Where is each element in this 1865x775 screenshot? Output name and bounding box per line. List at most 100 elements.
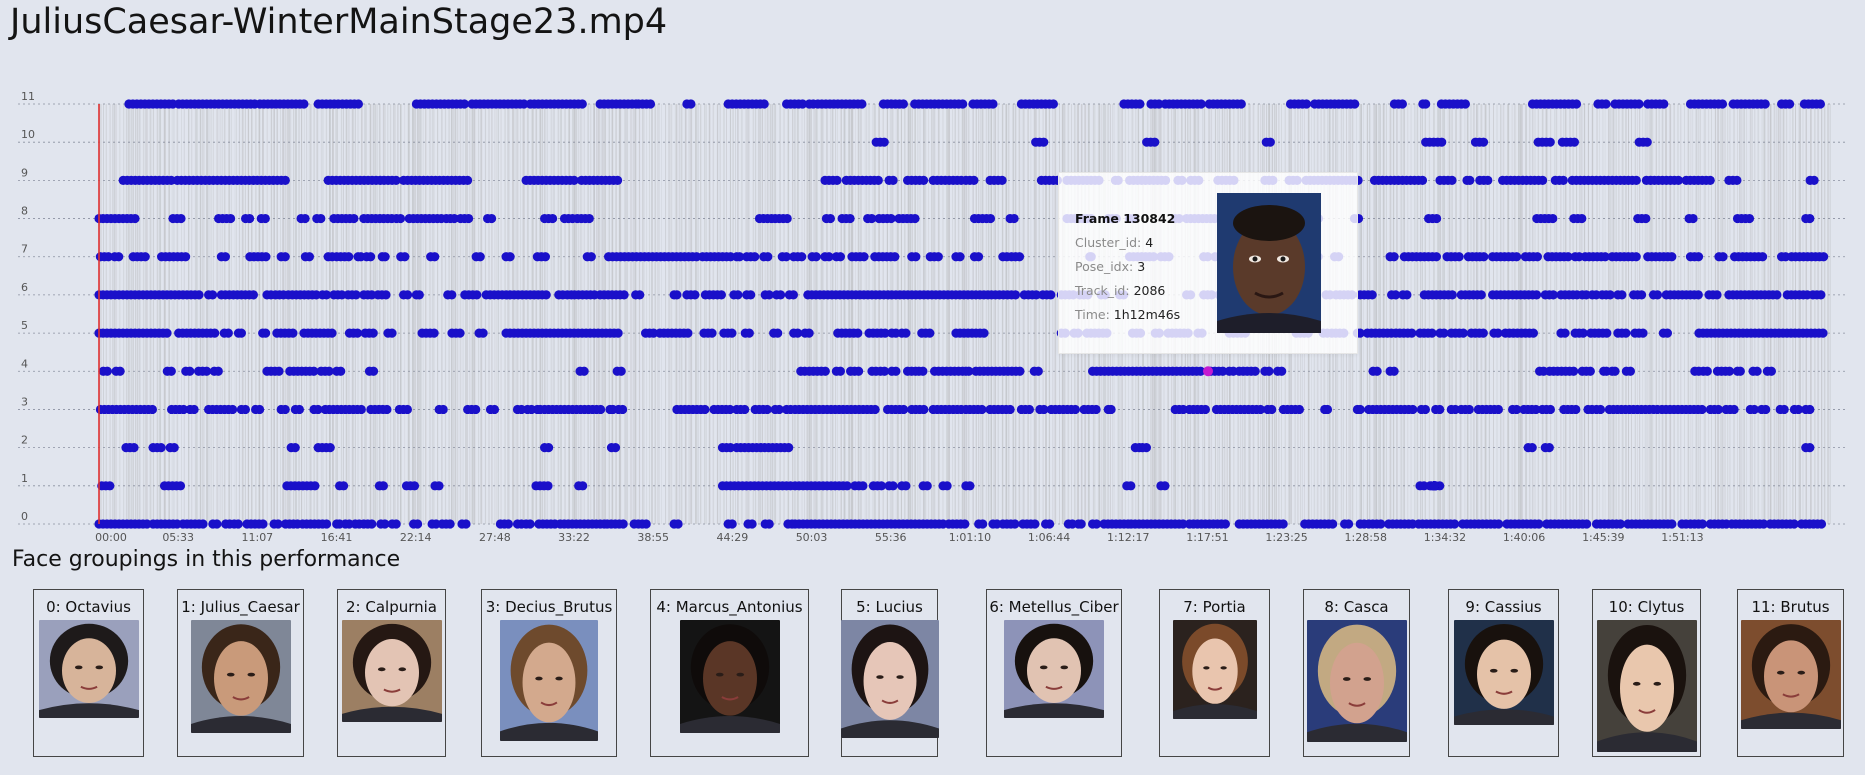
- face-point[interactable]: [288, 328, 298, 338]
- face-point[interactable]: [586, 252, 596, 262]
- face-point[interactable]: [280, 404, 290, 415]
- face-point[interactable]: [1712, 290, 1722, 300]
- face-point[interactable]: [1642, 137, 1652, 147]
- face-point[interactable]: [162, 328, 172, 338]
- face-point[interactable]: [220, 252, 230, 262]
- face-point[interactable]: [1294, 404, 1304, 415]
- face-point[interactable]: [402, 404, 412, 415]
- face-point[interactable]: [798, 99, 808, 109]
- face-point[interactable]: [310, 481, 320, 491]
- face-point[interactable]: [596, 404, 606, 415]
- face-point[interactable]: [804, 328, 814, 338]
- face-point[interactable]: [1793, 404, 1803, 415]
- face-point[interactable]: [880, 328, 890, 338]
- face-point[interactable]: [1809, 175, 1819, 185]
- face-point[interactable]: [472, 290, 482, 300]
- face-point[interactable]: [1749, 404, 1759, 415]
- face-point[interactable]: [1141, 443, 1151, 453]
- face-point[interactable]: [788, 290, 799, 300]
- face-point[interactable]: [1031, 290, 1041, 300]
- face-point[interactable]: [540, 252, 551, 262]
- face-card[interactable]: 1: Julius_Caesar: [177, 589, 304, 757]
- face-point[interactable]: [300, 213, 310, 224]
- face-point[interactable]: [400, 252, 410, 262]
- face-point[interactable]: [879, 137, 889, 147]
- face-point[interactable]: [958, 99, 968, 109]
- face-point[interactable]: [198, 519, 208, 529]
- face-point[interactable]: [236, 328, 246, 338]
- face-point[interactable]: [1779, 404, 1789, 415]
- face-point[interactable]: [1528, 328, 1538, 338]
- face-point[interactable]: [1328, 519, 1338, 529]
- face-point[interactable]: [784, 443, 794, 453]
- face-point[interactable]: [1752, 366, 1762, 376]
- face-point[interactable]: [1267, 404, 1277, 415]
- face-point[interactable]: [368, 366, 379, 376]
- face-point[interactable]: [447, 290, 457, 300]
- face-point[interactable]: [233, 519, 243, 529]
- face-point[interactable]: [707, 328, 717, 338]
- face-point[interactable]: [1631, 252, 1641, 262]
- face-point[interactable]: [1014, 252, 1025, 262]
- face-point[interactable]: [811, 252, 821, 262]
- face-point[interactable]: [228, 404, 238, 415]
- face-point[interactable]: [409, 481, 420, 491]
- face-point[interactable]: [1634, 99, 1644, 109]
- face-card[interactable]: 2: Calpurnia: [337, 589, 446, 757]
- face-point[interactable]: [985, 213, 996, 224]
- face-point[interactable]: [835, 366, 846, 376]
- face-point[interactable]: [1652, 290, 1663, 300]
- face-point[interactable]: [925, 328, 935, 338]
- face-point[interactable]: [1760, 99, 1770, 109]
- face-point[interactable]: [1772, 290, 1782, 300]
- face-point[interactable]: [434, 481, 444, 491]
- face-point[interactable]: [641, 519, 651, 529]
- face-point[interactable]: [475, 252, 485, 262]
- face-point[interactable]: [1637, 290, 1647, 300]
- face-point[interactable]: [489, 404, 500, 415]
- face-point[interactable]: [387, 328, 397, 338]
- face-point[interactable]: [430, 252, 440, 262]
- face-point[interactable]: [280, 175, 290, 185]
- face-point[interactable]: [1717, 99, 1728, 109]
- face-point[interactable]: [1024, 404, 1034, 415]
- face-point[interactable]: [1367, 290, 1377, 300]
- face-point[interactable]: [1431, 252, 1441, 262]
- face-point[interactable]: [978, 519, 988, 529]
- face-point[interactable]: [210, 328, 220, 338]
- face-point[interactable]: [1372, 366, 1382, 376]
- face-point[interactable]: [910, 213, 920, 224]
- face-point[interactable]: [1277, 366, 1287, 376]
- face-point[interactable]: [1322, 404, 1333, 415]
- face-point[interactable]: [1600, 252, 1610, 262]
- face-point[interactable]: [1673, 175, 1683, 185]
- face-point[interactable]: [1548, 213, 1558, 224]
- face-point[interactable]: [115, 366, 125, 376]
- face-point[interactable]: [1427, 328, 1437, 338]
- face-point[interactable]: [503, 519, 513, 529]
- face-point[interactable]: [577, 99, 587, 109]
- face-point[interactable]: [1447, 175, 1457, 185]
- face-card[interactable]: 8: Casca: [1303, 589, 1410, 757]
- face-point[interactable]: [478, 328, 488, 338]
- face-point[interactable]: [395, 213, 406, 224]
- highlighted-point[interactable]: [1203, 366, 1213, 377]
- face-point[interactable]: [1437, 137, 1447, 147]
- face-point[interactable]: [380, 519, 390, 529]
- face-point[interactable]: [1724, 366, 1735, 376]
- face-point[interactable]: [618, 404, 628, 415]
- face-point[interactable]: [759, 99, 769, 109]
- face-point[interactable]: [891, 366, 901, 376]
- face-point[interactable]: [548, 213, 558, 224]
- face-point[interactable]: [299, 99, 309, 109]
- face-point[interactable]: [213, 366, 223, 376]
- face-point[interactable]: [879, 366, 890, 376]
- face-point[interactable]: [960, 519, 970, 529]
- face-point[interactable]: [618, 519, 628, 529]
- face-point[interactable]: [1045, 519, 1055, 529]
- face-point[interactable]: [1602, 328, 1612, 338]
- face-point[interactable]: [1135, 99, 1145, 109]
- face-point[interactable]: [1532, 290, 1542, 300]
- face-point[interactable]: [1789, 519, 1799, 529]
- face-point[interactable]: [725, 404, 735, 415]
